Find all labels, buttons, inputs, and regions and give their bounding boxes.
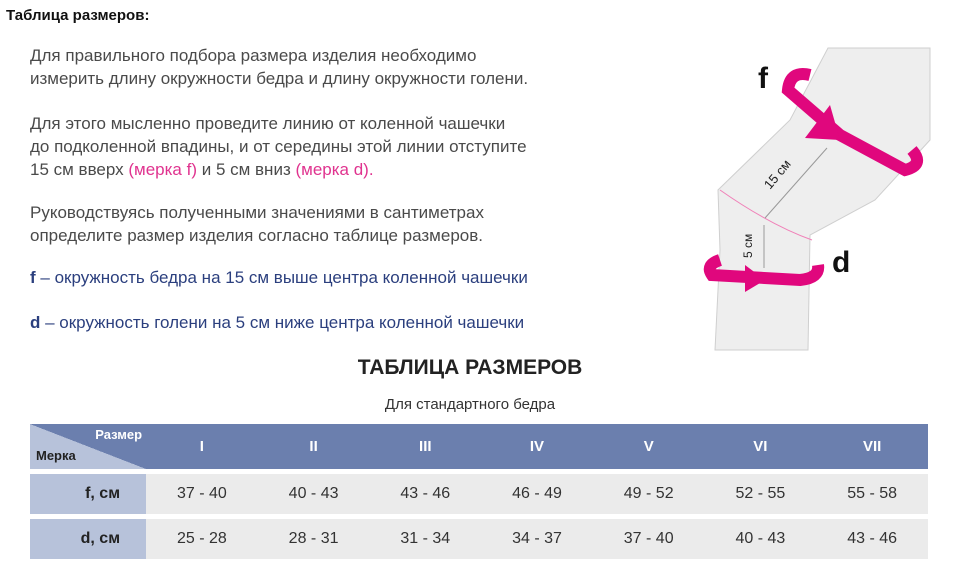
row-label: f, см xyxy=(30,474,147,514)
d-arrowhead xyxy=(745,265,765,292)
measure-d-note: (мерка d). xyxy=(295,160,374,179)
cell: 55 - 58 xyxy=(816,474,928,514)
5cm-label: 5 см xyxy=(741,234,755,258)
cell: 43 - 46 xyxy=(369,474,482,514)
cell: 28 - 31 xyxy=(257,519,370,559)
paragraph-3: Руководствуясь полученными значениями в … xyxy=(30,201,484,247)
d-label: d xyxy=(832,246,850,279)
row-label: d, см xyxy=(30,519,147,559)
cell: 34 - 37 xyxy=(481,519,593,559)
cell: 37 - 40 xyxy=(146,474,258,514)
table-row: f, см 37 - 40 40 - 43 43 - 46 46 - 49 49… xyxy=(30,474,928,514)
size-col: VI xyxy=(704,424,817,469)
knee-line xyxy=(719,189,813,241)
f-label: f xyxy=(758,62,769,95)
size-table: Размер Мерка I II III IV V VI VII f, см 3… xyxy=(30,419,928,564)
d-letter: d xyxy=(30,313,41,332)
size-header: Размер xyxy=(95,427,143,442)
d-definition: d – окружность голени на 5 см ниже центр… xyxy=(30,311,524,334)
f-text: – окружность бедра на 15 см выше центра … xyxy=(35,268,528,287)
size-col: VII xyxy=(816,424,928,469)
cell: 46 - 49 xyxy=(481,474,593,514)
f-letter: f xyxy=(30,268,36,287)
page-title: Таблица размеров: xyxy=(6,7,150,24)
text: 15 см вверх xyxy=(30,160,129,179)
size-col: I xyxy=(146,424,258,469)
15cm-arrow xyxy=(764,147,828,219)
measure-f-note: (мерка f) xyxy=(128,160,197,179)
size-col: V xyxy=(592,424,705,469)
cell: 40 - 43 xyxy=(704,519,817,559)
cell: 25 - 28 xyxy=(146,519,258,559)
cell: 31 - 34 xyxy=(369,519,482,559)
cell: 40 - 43 xyxy=(257,474,370,514)
cell: 37 - 40 xyxy=(592,519,705,559)
leg-illustration xyxy=(714,47,931,351)
cell: 43 - 46 xyxy=(816,519,928,559)
text-line: до подколенной впадины, и от середины эт… xyxy=(30,137,527,156)
size-col: II xyxy=(257,424,370,469)
f-arrowhead xyxy=(805,105,840,140)
corner-cell: Размер Мерка xyxy=(30,424,147,469)
text-line: Руководствуясь полученными значениями в … xyxy=(30,203,484,222)
text-line: измерить длину окружности бедра и длину … xyxy=(30,69,529,88)
size-col: III xyxy=(369,424,482,469)
text-line: Для правильного подбора размера изделия … xyxy=(30,46,477,65)
cell: 49 - 52 xyxy=(592,474,705,514)
text-line: определите размер изделия согласно табли… xyxy=(30,226,483,245)
size-col: IV xyxy=(481,424,593,469)
text: и 5 см вниз xyxy=(197,160,296,179)
header-row: Размер Мерка I II III IV V VI VII xyxy=(30,424,928,469)
text-line: Для этого мысленно проведите линию от ко… xyxy=(30,114,506,133)
text-line: 15 см вверх (мерка f) и 5 см вниз (мерка… xyxy=(30,158,527,181)
table-row: d, см 25 - 28 28 - 31 31 - 34 34 - 37 37… xyxy=(30,519,928,559)
paragraph-2: Для этого мысленно проведите линию от ко… xyxy=(30,112,527,181)
d-text: – окружность голени на 5 см ниже центра … xyxy=(40,313,525,332)
table-subtitle: Для стандартного бедра xyxy=(384,396,556,413)
table-title: ТАБЛИЦА РАЗМЕРОВ xyxy=(357,356,583,379)
f-definition: f – окружность бедра на 15 см выше центр… xyxy=(30,266,528,289)
f-arrow xyxy=(781,68,924,177)
cell: 52 - 55 xyxy=(704,474,817,514)
knee-measurement-diagram: 15 см 5 см f d xyxy=(703,47,931,351)
paragraph-1: Для правильного подбора размера изделия … xyxy=(30,44,528,90)
measure-header: Мерка xyxy=(36,448,76,463)
